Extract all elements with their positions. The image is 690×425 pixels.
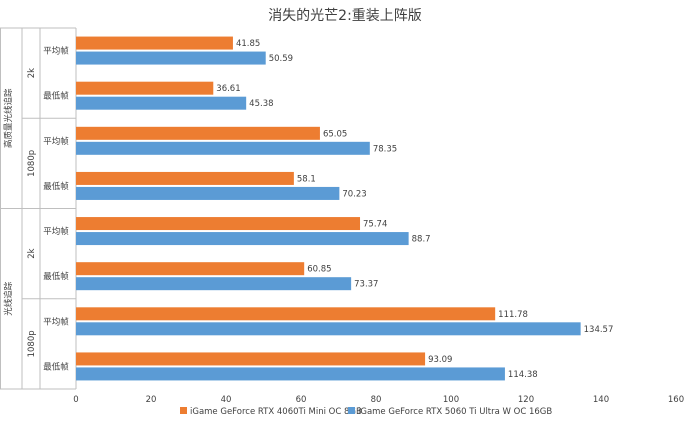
category-label-2-2-2: 最低帧 [43, 361, 69, 372]
group-label-2: 光线追踪 [3, 281, 14, 316]
legend-label-2: iGame GeForce RTX 5060 Ti Ultra W OC 16G… [358, 407, 552, 417]
data-label-s1-2: 36.61 [216, 84, 240, 94]
value-axis: 0 20 40 60 80 100 120 140 160 [73, 395, 684, 405]
category-label-1-1-1: 平均帧 [43, 46, 69, 57]
x-tick-label-120: 120 [518, 395, 534, 405]
bar-s2-8 [76, 367, 505, 381]
bar-s1-1 [76, 36, 233, 50]
subgroup-label-1-1: 2k [27, 68, 37, 78]
bar-s1-4 [76, 171, 294, 185]
legend-swatch-1 [180, 407, 187, 414]
bar-s1-6 [76, 262, 305, 276]
bar-s2-6 [76, 277, 352, 291]
data-label-s1-5: 75.74 [363, 220, 387, 230]
x-tick-label-20: 20 [146, 395, 157, 405]
data-label-s2-7: 134.57 [584, 325, 614, 335]
legend: iGame GeForce RTX 4060Ti Mini OC 8GBiGam… [180, 407, 552, 417]
bar-s2-1 [76, 51, 266, 65]
bar-s2-2 [76, 96, 247, 110]
chart-title: 消失的光芒2:重装上阵版 [268, 8, 422, 24]
category-label-1-2-1: 平均帧 [43, 136, 69, 147]
bar-s1-3 [76, 126, 320, 140]
data-label-s1-3: 65.05 [323, 129, 347, 139]
bar-s1-2 [76, 81, 214, 95]
category-label-1-1-2: 最低帧 [43, 91, 69, 102]
data-label-s2-4: 70.23 [342, 189, 366, 199]
bar-s2-4 [76, 186, 340, 200]
category-labels: 高质量光线追踪2k平均帧最低帧1080p平均帧最低帧光线追踪2k平均帧最低帧10… [3, 46, 69, 373]
x-tick-label-140: 140 [593, 395, 609, 405]
bar-s2-5 [76, 232, 409, 246]
bar-s2-7 [76, 322, 581, 336]
legend-swatch-2 [348, 407, 355, 414]
category-label-1-2-2: 最低帧 [43, 181, 69, 192]
x-tick-label-160: 160 [668, 395, 684, 405]
bar-s1-8 [76, 352, 426, 366]
x-tick-label-100: 100 [443, 395, 459, 405]
legend-label-1: iGame GeForce RTX 4060Ti Mini OC 8GB [190, 407, 362, 417]
group-label-1: 高质量光线追踪 [3, 88, 14, 148]
data-label-s2-5: 88.7 [412, 235, 431, 245]
subgroup-label-2-1: 2k [27, 248, 37, 258]
category-label-2-1-2: 最低帧 [43, 271, 69, 282]
data-label-s2-8: 114.38 [508, 370, 538, 380]
x-tick-label-60: 60 [296, 395, 307, 405]
bar-s1-5 [76, 217, 361, 231]
bar-s1-7 [76, 307, 496, 321]
data-label-s2-3: 78.35 [373, 144, 397, 154]
subgroup-label-2-2: 1080p [27, 330, 37, 357]
data-label-s2-2: 45.38 [249, 99, 273, 109]
data-label-s1-8: 93.09 [428, 355, 452, 365]
data-label-s2-6: 73.37 [354, 280, 378, 290]
category-label-2-2-1: 平均帧 [43, 316, 69, 327]
subgroup-label-1-2: 1080p [27, 150, 37, 177]
data-label-s2-1: 50.59 [269, 54, 293, 64]
data-label-s1-4: 58.1 [297, 174, 316, 184]
x-tick-label-80: 80 [371, 395, 382, 405]
data-label-s1-7: 111.78 [498, 310, 528, 320]
x-tick-label-40: 40 [221, 395, 232, 405]
category-axis-frame [0, 27, 77, 390]
bars: 41.85 50.59 36.61 45.38 65.05 78.35 58.1 70.23 7… [76, 36, 614, 381]
data-label-s1-6: 60.85 [307, 265, 331, 275]
bar-s2-3 [76, 141, 370, 155]
x-tick-label-0: 0 [73, 395, 78, 405]
category-label-2-1-1: 平均帧 [43, 226, 69, 237]
data-label-s1-1: 41.85 [236, 39, 260, 49]
